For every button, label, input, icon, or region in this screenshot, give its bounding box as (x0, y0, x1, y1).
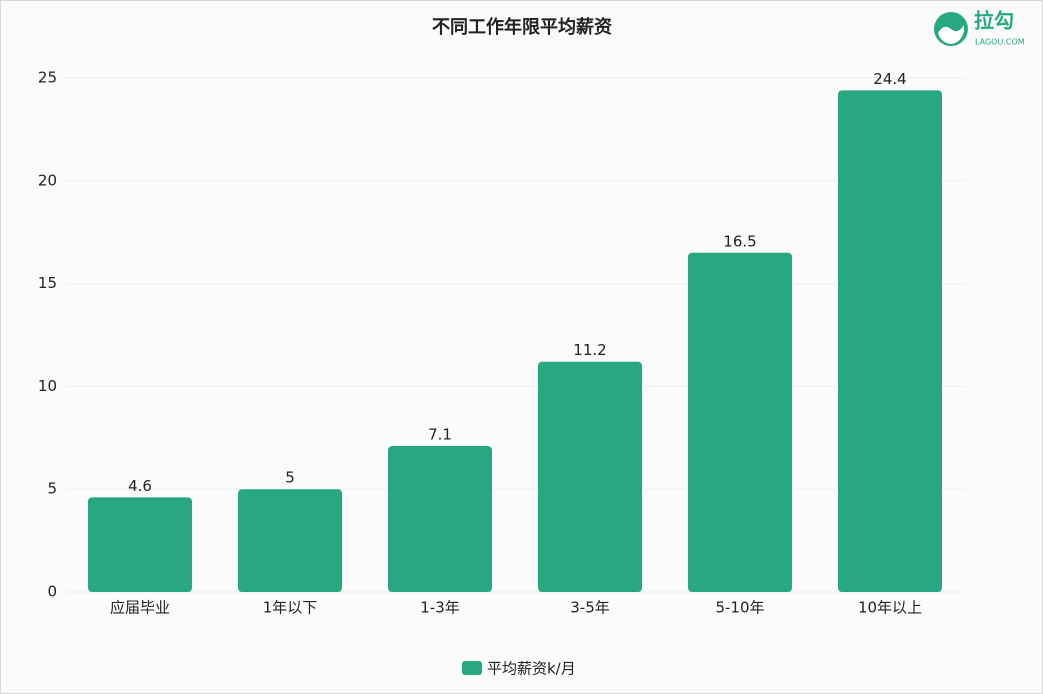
y-tick-label: 0 (47, 583, 57, 601)
x-tick-label: 1-3年 (420, 599, 460, 617)
x-tick-label: 10年以上 (858, 599, 922, 617)
legend-label: 平均薪资k/月 (487, 660, 576, 678)
chart-title: 不同工作年限平均薪资 (432, 16, 612, 38)
y-tick-label: 5 (47, 480, 57, 498)
y-tick-label: 10 (38, 377, 57, 395)
value-label: 16.5 (723, 232, 756, 250)
logo-site: LAGOU.COM (975, 38, 1025, 47)
bar (388, 446, 492, 592)
bar (838, 90, 942, 592)
value-label: 24.4 (873, 70, 906, 88)
logo: 拉勾 LAGOU.COM (934, 9, 1025, 47)
value-label: 5 (285, 469, 295, 487)
logo-name: 拉勾 (974, 9, 1014, 33)
x-tick-label: 1年以下 (263, 599, 318, 617)
value-label: 4.6 (128, 477, 152, 495)
value-label: 7.1 (428, 426, 452, 444)
y-tick-label: 25 (38, 69, 57, 87)
y-tick-label: 15 (38, 274, 57, 292)
bar (538, 361, 642, 592)
x-tick-label: 5-10年 (715, 599, 764, 617)
x-tick-label: 3-5年 (570, 599, 610, 617)
bar (688, 252, 792, 592)
y-tick-label: 20 (38, 171, 57, 189)
logo-shape (938, 25, 964, 44)
bar (238, 489, 342, 592)
value-label: 11.2 (573, 341, 606, 359)
bar (88, 497, 192, 592)
x-tick-label: 应届毕业 (110, 599, 170, 617)
legend-swatch (462, 661, 482, 675)
